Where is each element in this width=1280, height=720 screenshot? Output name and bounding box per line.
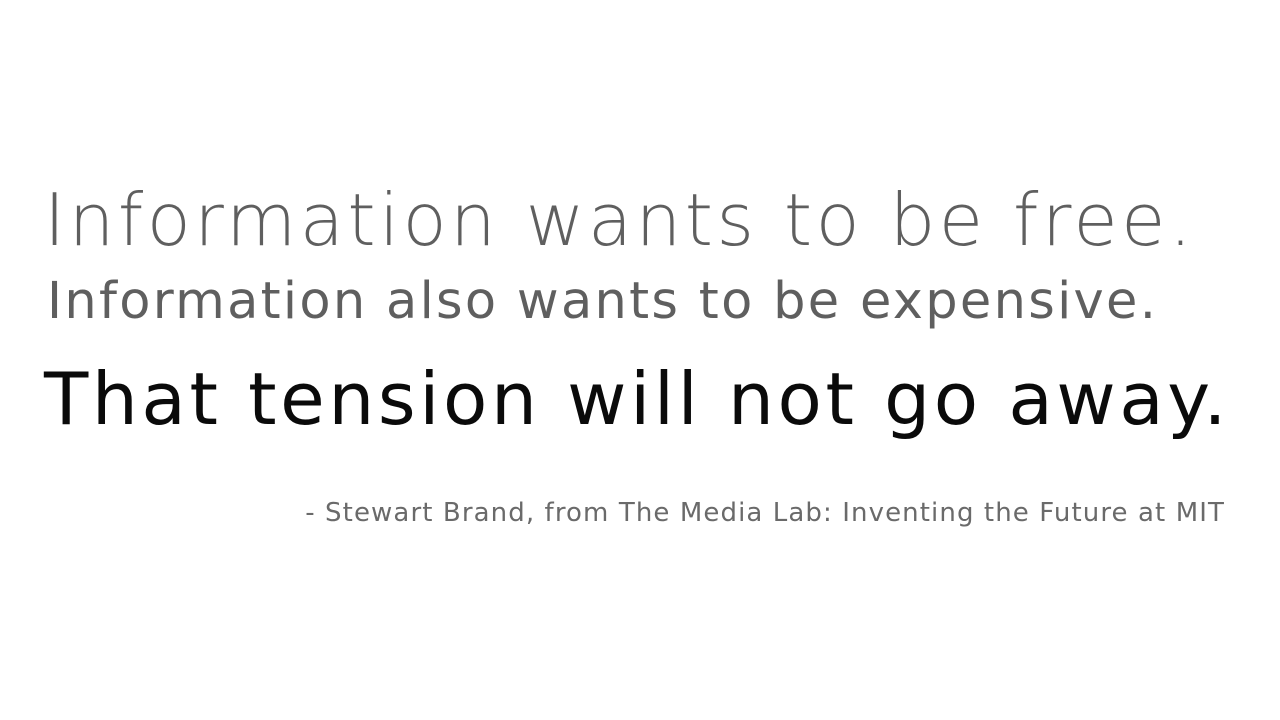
quote-line-tension: That tension will not go away. xyxy=(44,358,1231,442)
quote-attribution: - Stewart Brand, from The Media Lab: Inv… xyxy=(305,498,1225,528)
quote-line-expensive: Information also wants to be expensive. xyxy=(47,272,1159,331)
quote-line-free: Information wants to be free. xyxy=(44,178,1196,262)
